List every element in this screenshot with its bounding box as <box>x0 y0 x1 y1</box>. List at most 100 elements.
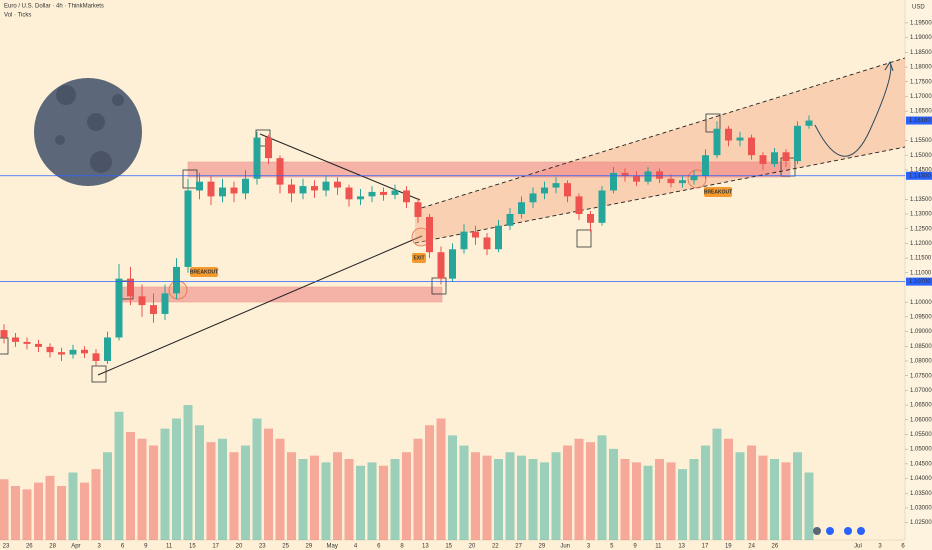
candle-body <box>357 196 364 200</box>
volume-bar <box>448 435 457 540</box>
chart-title: Euro / U.S. Dollar · 4h · ThinkMarkets <box>4 4 104 10</box>
button[interactable] <box>813 527 821 535</box>
volume-bar <box>321 462 331 540</box>
x-tick-label: 3 <box>98 544 102 550</box>
volume-bar <box>160 428 170 540</box>
x-tick-label: 9 <box>633 544 637 550</box>
candle-body <box>587 214 594 223</box>
candle-body <box>495 225 502 250</box>
volume-bar <box>310 455 319 540</box>
y-tick-label: 1.10000 <box>910 300 932 306</box>
volume-bar <box>91 469 101 540</box>
x-tick-label: 26 <box>772 544 779 550</box>
x-tick-label: 13 <box>422 544 429 550</box>
candle-body <box>575 196 583 215</box>
candle-body <box>219 187 226 197</box>
volume-bar <box>172 418 181 540</box>
channel-line <box>414 146 906 244</box>
y-tick-label: 1.04000 <box>910 476 932 482</box>
volume-bar <box>528 459 538 540</box>
volume-bar <box>770 459 779 540</box>
volume-bar <box>643 465 653 540</box>
candle-body <box>161 293 169 314</box>
x-tick-label: 23 <box>259 544 266 550</box>
candle-body <box>345 187 353 200</box>
candle-body <box>322 181 330 191</box>
candle-body <box>736 137 744 141</box>
y-tick-label: 1.04500 <box>910 461 932 467</box>
y-tick-label: 1.02500 <box>910 520 932 526</box>
candle-body <box>644 171 652 182</box>
candle-body <box>541 187 548 194</box>
candle-body <box>518 202 525 215</box>
y-tick-label: 1.07000 <box>910 388 932 394</box>
button[interactable] <box>857 527 865 535</box>
candle-body <box>138 296 146 306</box>
box <box>576 229 592 248</box>
candle-body <box>230 187 238 194</box>
y-tick-label: 1.09500 <box>910 314 932 320</box>
button[interactable] <box>826 527 834 535</box>
x-tick-label: 6 <box>901 544 905 550</box>
button[interactable] <box>844 527 852 535</box>
level-label: 1.16180 <box>909 118 931 124</box>
volume-bar <box>609 448 618 540</box>
candle-body <box>771 152 778 165</box>
volume-bar <box>712 428 722 540</box>
volume-bar <box>344 459 354 540</box>
candle-body <box>150 305 157 314</box>
volume-bar <box>413 438 423 540</box>
y-tick-label: 1.06500 <box>910 403 932 409</box>
candle-body <box>380 191 387 195</box>
candle-body <box>173 266 180 294</box>
volume-bar <box>402 452 411 540</box>
volume-bar <box>804 472 814 540</box>
x-tick-label: 3 <box>587 544 591 550</box>
volume-bar <box>425 425 434 540</box>
volume-bar <box>666 462 676 540</box>
volume-bar <box>34 482 43 540</box>
volume-bar <box>57 486 66 540</box>
level-label: 1.10700 <box>909 279 931 285</box>
candle-body <box>529 193 537 203</box>
volume-bar <box>390 459 400 540</box>
volume-bar <box>80 482 89 540</box>
candle-body <box>460 231 468 250</box>
x-tick-label: Jul <box>854 544 862 550</box>
y-tick-label: 1.12500 <box>910 226 932 232</box>
candle-body <box>35 343 42 347</box>
candle-body <box>242 178 249 194</box>
candle-body <box>184 190 192 267</box>
candle-body <box>598 190 606 223</box>
annotation-box <box>412 253 426 263</box>
volume-bar <box>206 442 216 540</box>
candle-body <box>725 128 732 141</box>
currency: USD <box>912 5 925 11</box>
volume-bar <box>597 435 607 540</box>
x-tick-label: 11 <box>655 544 662 550</box>
y-tick-label: 1.11500 <box>910 256 932 262</box>
x-tick-label: 26 <box>26 544 33 550</box>
candle-body <box>679 180 686 184</box>
x-tick-label: 6 <box>377 544 381 550</box>
x-tick-label: Apr <box>71 544 80 550</box>
volume-bar <box>655 459 664 540</box>
x-tick-label: 6 <box>121 544 125 550</box>
volume-bar <box>287 452 296 540</box>
candle-body <box>12 337 19 342</box>
candle-body <box>69 349 77 355</box>
annotation: BREAKOUT <box>190 269 218 275</box>
y-tick-label: 1.18500 <box>910 50 932 56</box>
y-tick-label: 1.12000 <box>910 241 932 247</box>
x-tick-label: 15 <box>445 544 452 550</box>
x-tick-label: 3 <box>878 544 882 550</box>
candle-body <box>667 178 675 184</box>
y-tick-label: 1.15000 <box>910 153 932 159</box>
candle-body <box>403 190 410 203</box>
volume-bar <box>586 442 595 540</box>
candle-body <box>437 252 445 279</box>
y-tick-label: 1.06000 <box>910 417 932 423</box>
candle-body <box>414 202 422 217</box>
y-tick-label: 1.05500 <box>910 432 932 438</box>
